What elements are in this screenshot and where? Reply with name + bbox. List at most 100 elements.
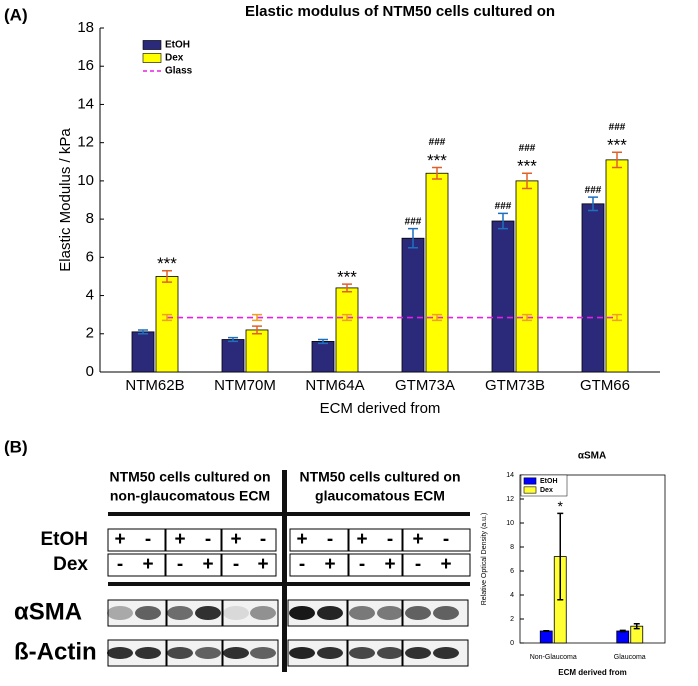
sign: + [296,529,307,550]
bar [605,159,629,373]
blot-title: NTM50 cells cultured on [109,469,270,485]
significance-star: *** [337,268,357,287]
sign: + [202,554,213,575]
error-bar [162,269,172,283]
blot-band [250,606,276,620]
blot-title: NTM50 cells cultured on [299,469,460,485]
y-tick-label: 4 [86,287,94,304]
chart-title: Elastic modulus of NTM50 cells cultured … [245,3,555,20]
error-bar [522,313,532,322]
separator [108,582,470,586]
x-axis-label: ECM derived from [320,400,441,417]
legend-label: Glass [165,66,193,77]
blot-band [317,606,343,620]
bar [311,341,335,373]
sign: + [142,554,153,575]
sign-box [289,528,349,552]
error-bar [252,313,262,322]
blot-band [223,647,249,659]
blot-band [195,606,221,620]
bar [221,339,245,373]
y-tick-label: 6 [86,248,94,265]
blot-band [377,606,403,620]
y-tick-label: 0 [510,640,514,647]
blot-band [317,647,343,659]
bar [401,237,425,373]
plot-frame [519,474,666,644]
x-tick-label: NTM70M [214,377,276,394]
legend-swatch [142,53,162,63]
sign-box [221,528,277,552]
panel-label: (B) [4,437,28,456]
error-bar [522,172,532,190]
y-tick-label: 14 [77,95,94,112]
error-bar [252,325,262,335]
sign-box [107,553,166,577]
blot-band [405,606,431,620]
sign: - [387,529,393,550]
legend-swatch [523,477,537,485]
bar [491,220,515,373]
error-bar [408,227,418,249]
sign: + [114,529,125,550]
y-tick-label: 12 [77,134,94,151]
y-axis-label: Elastic Modulus / kPa [57,128,74,272]
y-tick-label: 8 [510,544,514,551]
y-tick-label: 2 [86,325,94,342]
y-tick-label: 12 [506,496,514,503]
significance-hash: ### [405,216,422,227]
error-bar [633,623,640,630]
bar [155,276,179,373]
significance-hash: ### [585,185,602,196]
sign: + [230,529,241,550]
sign-box [221,553,277,577]
y-tick-label: 18 [77,19,94,36]
legend-label: Dex [540,487,553,494]
blot-band [349,606,375,620]
legend-label: Dex [165,53,184,64]
error-bar [498,212,508,230]
blot-band [349,647,375,659]
y-tick-label: 14 [506,472,514,479]
blot-band [289,606,315,620]
x-tick-label: GTM73B [485,377,545,394]
sign: - [177,554,183,575]
significance-hash: ### [609,122,626,133]
error-bar [228,336,238,343]
x-tick-label: Non-Glaucoma [530,654,577,661]
bar [616,630,630,644]
blot-band [107,647,133,659]
band-label: αSMA [14,598,82,625]
bar [515,180,539,373]
error-bar [318,338,328,345]
sign: - [415,554,421,575]
legend-label: EtOH [165,40,190,51]
blot-band [250,647,276,659]
sign: - [299,554,305,575]
legend-swatch [523,486,537,494]
sign: + [257,554,268,575]
blot-title: non-glaucomatous ECM [110,488,270,504]
error-bar [588,196,598,212]
significance-hash: ### [495,201,512,212]
sign: - [205,529,211,550]
blot-band [433,647,459,659]
error-bar [432,313,442,322]
chart-title: αSMA [578,451,606,462]
significance-hash: ### [429,137,446,148]
sign: - [145,529,151,550]
sign-box [402,528,471,552]
y-tick-label: 6 [510,568,514,575]
error-bar [619,629,626,633]
legend-label: EtOH [540,478,558,485]
blot-band [377,647,403,659]
band-label: ß-Actin [14,638,97,665]
blot-strip [222,599,279,627]
sign-box [165,528,222,552]
blot-band [135,606,161,620]
sign: + [440,554,451,575]
blot-band [433,606,459,620]
y-tick-label: 4 [510,592,514,599]
sign-box [402,553,471,577]
